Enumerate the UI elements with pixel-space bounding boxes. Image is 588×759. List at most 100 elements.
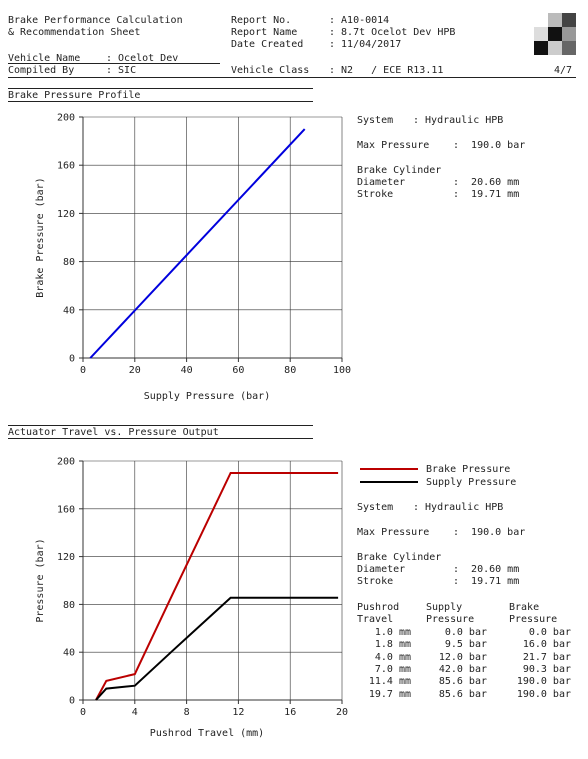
x-tick-label: 16 (284, 707, 296, 718)
x-tick-label: 4 (132, 707, 138, 718)
table-cell: 9.5 bar (444, 639, 487, 651)
s2-system-value: : Hydraulic HPB (413, 502, 504, 513)
table-header: Travel (357, 614, 394, 625)
s1-system-value: : Hydraulic HPB (413, 115, 504, 126)
table-cell: 16.0 bar (522, 639, 571, 651)
section2-rule-top (8, 425, 313, 426)
table-cell: 42.0 bar (438, 663, 487, 675)
section1-rule-bottom (8, 101, 313, 102)
legend-supply-swatch (360, 481, 418, 483)
s2-cylinder-label: Brake Cylinder (357, 552, 442, 563)
x-axis-label: Pushrod Travel (mm) (150, 728, 264, 739)
y-tick-label: 80 (63, 600, 75, 611)
y-tick-label: 200 (57, 457, 75, 468)
y-tick-label: 0 (69, 354, 75, 365)
legend-brake-swatch (360, 468, 418, 470)
s1-stroke-label: Stroke (357, 189, 394, 200)
table-cell: 11.4 mm (368, 676, 411, 688)
table-cell: 85.6 bar (438, 688, 487, 700)
page-number: 4/7 (554, 65, 573, 76)
s1-diameter-value: : 20.60 mm (453, 177, 520, 188)
y-tick-label: 120 (57, 552, 75, 563)
s2-diameter-value: : 20.60 mm (453, 564, 520, 575)
table-cell: 1.0 mm (374, 627, 411, 638)
table-cell: 19.7 mm (368, 688, 411, 700)
vehicle-class-label: Vehicle Class (231, 65, 310, 76)
vehicle-name-label: Vehicle Name (8, 53, 81, 64)
x-tick-label: 12 (232, 707, 244, 718)
table-cell: 85.6 bar (438, 676, 487, 688)
company-logo (534, 13, 576, 55)
y-tick-label: 40 (63, 648, 75, 659)
section1-rule-top (8, 88, 313, 89)
table-cell: 7.0 mm (374, 663, 411, 675)
report-no-label: Report No. (231, 15, 292, 26)
s1-system-label: System (357, 115, 394, 126)
y-tick-label: 80 (63, 257, 75, 268)
table-cell: 4.0 mm (374, 651, 411, 663)
section-title-pressure-profile: Brake Pressure Profile (8, 90, 141, 101)
vehicle-name-value: : Ocelot Dev (106, 53, 179, 64)
s1-max-pressure-value: : 190.0 bar (453, 140, 526, 151)
x-tick-label: 20 (129, 365, 141, 376)
report-name-value: : 8.7t Ocelot Dev HPB (329, 27, 456, 38)
s1-diameter-label: Diameter (357, 177, 406, 188)
table-header: Supply (426, 602, 463, 613)
x-axis-label: Supply Pressure (bar) (144, 391, 270, 402)
y-tick-label: 200 (57, 113, 75, 124)
y-axis-label: Pressure (bar) (35, 538, 46, 622)
x-tick-label: 60 (232, 365, 244, 376)
series-line (89, 128, 306, 359)
s2-stroke-value: : 19.71 mm (453, 576, 520, 587)
y-tick-label: 120 (57, 209, 75, 220)
header-divider-left (8, 63, 220, 64)
x-tick-label: 0 (80, 707, 86, 718)
report-title-line2: & Recommendation Sheet (8, 27, 141, 38)
section-title-actuator-travel: Actuator Travel vs. Pressure Output (8, 427, 219, 438)
table-header: Pushrod (357, 602, 400, 613)
table-cell: 0.0 bar (444, 627, 487, 638)
legend-brake-label: Brake Pressure (426, 464, 511, 475)
x-tick-label: 80 (284, 365, 296, 376)
x-tick-label: 8 (184, 707, 190, 718)
header-divider (8, 77, 576, 78)
y-tick-label: 40 (63, 305, 75, 316)
section2-rule-bottom (8, 438, 313, 439)
report-name-label: Report Name (231, 27, 298, 38)
table-header: Pressure (426, 614, 475, 625)
y-tick-label: 0 (69, 696, 75, 707)
table-cell: 90.3 bar (522, 663, 571, 675)
s2-max-pressure-value: : 190.0 bar (453, 527, 526, 538)
s2-max-pressure-label: Max Pressure (357, 527, 430, 538)
report-title-line1: Brake Performance Calculation (8, 15, 183, 26)
table-cell: 21.7 bar (522, 651, 571, 663)
table-cell: 190.0 bar (516, 688, 571, 700)
table-header: Pressure (509, 614, 558, 625)
y-axis-label: Brake Pressure (bar) (35, 177, 46, 297)
table-cell: 1.8 mm (374, 639, 411, 651)
x-tick-label: 40 (181, 365, 193, 376)
y-tick-label: 160 (57, 504, 75, 515)
report-no-value: : A10-0014 (329, 15, 390, 26)
table-header: Brake (509, 602, 540, 613)
date-created-label: Date Created (231, 39, 304, 50)
legend-supply-label: Supply Pressure (426, 477, 517, 488)
s1-stroke-value: : 19.71 mm (453, 189, 520, 200)
table-cell: 190.0 bar (516, 676, 571, 688)
s2-diameter-label: Diameter (357, 564, 406, 575)
table-cell: 12.0 bar (438, 651, 487, 663)
series-line (95, 472, 339, 701)
s1-max-pressure-label: Max Pressure (357, 140, 430, 151)
compiled-by-value: : SIC (106, 65, 137, 76)
compiled-by-label: Compiled By (8, 65, 75, 76)
y-tick-label: 160 (57, 161, 75, 172)
s2-stroke-label: Stroke (357, 576, 394, 587)
series-line (95, 596, 339, 701)
x-tick-label: 100 (333, 365, 351, 376)
s1-cylinder-label: Brake Cylinder (357, 165, 442, 176)
s2-system-label: System (357, 502, 394, 513)
x-tick-label: 20 (336, 707, 348, 718)
vehicle-class-value: : N2 / ECE R13.11 (329, 65, 444, 76)
table-cell: 0.0 bar (528, 627, 571, 638)
